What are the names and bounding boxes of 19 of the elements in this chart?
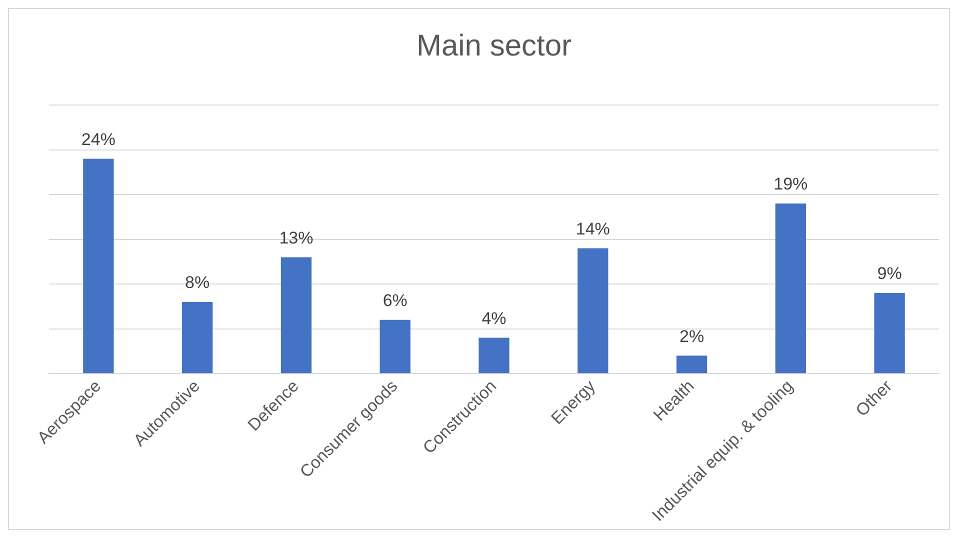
data-label: 9% [877, 264, 902, 284]
bar [182, 302, 213, 374]
data-label: 19% [774, 174, 808, 194]
bar [478, 338, 510, 374]
data-label: 8% [185, 273, 210, 292]
data-label: 14% [576, 219, 610, 238]
data-label: 6% [382, 291, 408, 310]
bar [280, 257, 312, 374]
bar [578, 248, 608, 374]
data-label: 4% [482, 308, 506, 328]
data-label: 13% [279, 228, 314, 248]
bar [775, 203, 806, 374]
data-label: 24% [81, 130, 116, 149]
bar [83, 158, 114, 374]
bar [380, 320, 410, 374]
data-label: 2% [679, 326, 704, 346]
bar [676, 356, 708, 374]
bar [874, 293, 905, 374]
chart-title: Main sector [416, 29, 572, 62]
